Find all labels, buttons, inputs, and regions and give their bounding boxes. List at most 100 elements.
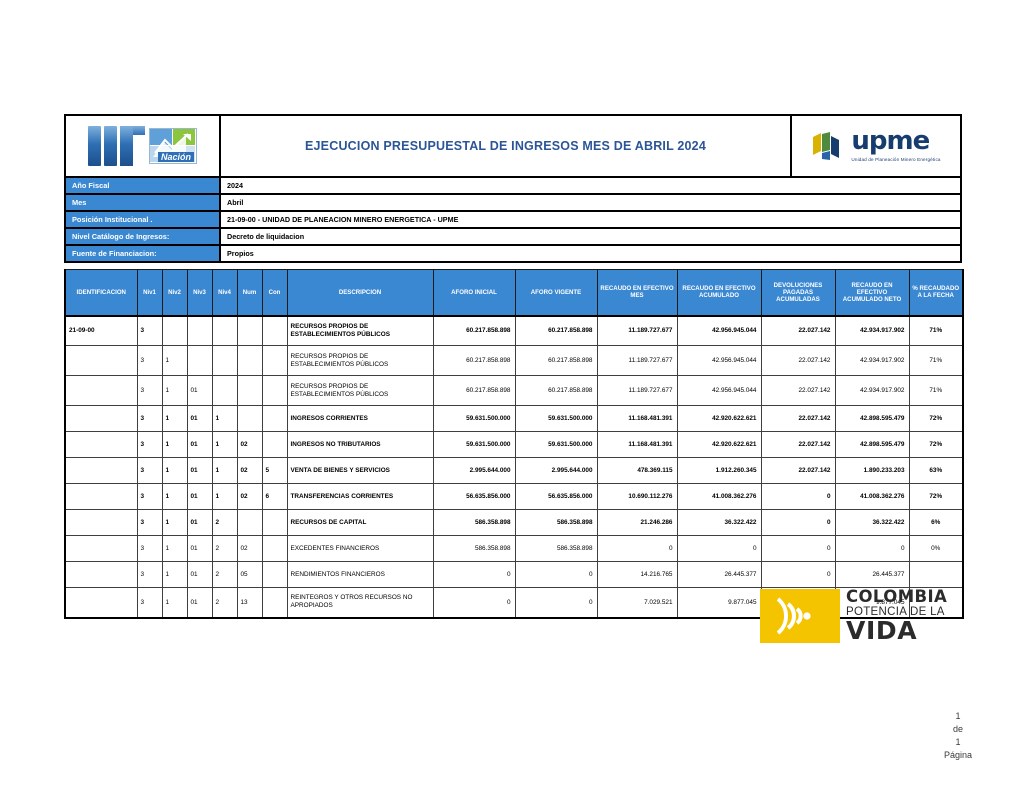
row-cell-niv2: 1 <box>161 561 188 588</box>
row-cell-aforo-vigente: 60.217.858.898 <box>514 345 598 376</box>
row-cell-descripcion: VENTA DE BIENES Y SERVICIOS <box>286 457 434 484</box>
row-cell-aforo-vigente: 0 <box>514 561 598 588</box>
siif-emblem-icon: Nación <box>149 128 197 164</box>
row-cell-niv4: 2 <box>211 587 238 619</box>
row-cell-recaudo-mes: 11.168.481.391 <box>596 431 678 458</box>
row-cell-niv4: 2 <box>211 509 238 536</box>
colombia-potencia-de-la-vida-logo: COLOMBIA POTENCIA DE LA VIDA <box>760 588 960 644</box>
colombia-line-2: POTENCIA DE LA <box>846 605 945 618</box>
row-cell-niv4: 1 <box>211 405 238 432</box>
row-cell-niv1: 3 <box>136 457 163 484</box>
row-cell-descripcion: REINTEGROS Y OTROS RECURSOS NO APROPIADO… <box>286 587 434 619</box>
row-cell-recaudo-mes: 14.216.765 <box>596 561 678 588</box>
row-cell-recaudo-neto: 42.898.595.479 <box>834 431 910 458</box>
row-cell-recaudo-acumulado: 36.322.422 <box>676 509 762 536</box>
colombia-line-3: VIDA <box>846 616 918 645</box>
page-of: de <box>952 724 963 735</box>
row-cell-niv2: 1 <box>161 405 188 432</box>
row-cell-niv4: 1 <box>211 431 238 458</box>
row-cell-niv3: 01 <box>186 535 213 562</box>
table-row: 3 1 01 2 RECURSOS DE CAPITAL 586.358.898 586.3… <box>64 509 964 536</box>
row-cell-num: 05 <box>236 561 263 588</box>
row-cell-con <box>261 314 288 346</box>
row-cell-pct-recaudado: 71% <box>908 345 964 376</box>
table-body: 21-09-00 3 RECURSOS PROPIOS DE ESTABLECIMI… <box>64 314 964 619</box>
row-cell-num <box>236 405 263 432</box>
report-header-band: Nación EJECUCION PRESUPUESTAL DE INGRESO… <box>64 114 962 178</box>
meta-row-ano-fiscal: Año Fiscal 2024 <box>64 178 962 195</box>
row-cell-num: 02 <box>236 431 263 458</box>
row-cell-pct-recaudado <box>908 587 964 619</box>
upme-text: upme Unidad de Planeación Minero Energét… <box>851 128 940 162</box>
row-cell-niv4: 1 <box>211 483 238 510</box>
row-cell-niv3 <box>186 345 213 376</box>
row-cell-niv2: 1 <box>161 457 188 484</box>
siif-logo: Nación <box>88 126 197 166</box>
col-header-niv3: Niv3 <box>186 269 213 316</box>
row-cell-aforo-inicial: 60.217.858.898 <box>432 314 516 346</box>
row-cell-identificacion <box>64 345 138 376</box>
upme-logo: upme Unidad de Planeación Minero Energét… <box>811 128 940 162</box>
row-cell-niv1: 3 <box>136 345 163 376</box>
report-meta-block: Año Fiscal 2024 Mes Abril Posición Insti… <box>64 178 962 263</box>
row-cell-niv2: 1 <box>161 587 188 619</box>
row-cell-devoluciones: 0 <box>760 535 836 562</box>
row-cell-identificacion <box>64 587 138 619</box>
meta-row-fuente-financiacion: Fuente de Financiacion: Propios <box>64 246 962 263</box>
colombia-waves-icon <box>760 589 840 643</box>
meta-value-nivel-catalogo: Decreto de liquidacion <box>221 229 960 244</box>
row-cell-con <box>261 561 288 588</box>
col-header-niv2: Niv2 <box>161 269 188 316</box>
row-cell-recaudo-mes: 10.690.112.276 <box>596 483 678 510</box>
row-cell-devoluciones: 0 <box>760 483 836 510</box>
table-row: 3 1 01 RECURSOS PROPIOS DE ESTABLECIMIENTOS… <box>64 375 964 406</box>
col-header-num: Num <box>236 269 263 316</box>
row-cell-recaudo-neto: 42.934.917.902 <box>834 345 910 376</box>
row-cell-niv3: 01 <box>186 375 213 406</box>
col-header-recaudo-efectivo-mes: RECAUDO EN EFECTIVO MES <box>596 269 678 316</box>
row-cell-con <box>261 345 288 376</box>
row-cell-descripcion: EXCEDENTES FINANCIEROS <box>286 535 434 562</box>
row-cell-recaudo-mes: 21.246.286 <box>596 509 678 536</box>
meta-row-nivel-catalogo: Nivel Catálogo de Ingresos: Decreto de l… <box>64 229 962 246</box>
row-cell-niv1: 3 <box>136 314 163 346</box>
row-cell-recaudo-neto: 9.877.045 <box>834 587 910 619</box>
row-cell-recaudo-acumulado: 42.956.945.044 <box>676 375 762 406</box>
col-header-aforo-inicial: AFORO INICIAL <box>432 269 516 316</box>
row-cell-num <box>236 375 263 406</box>
row-cell-descripcion: TRANSFERENCIAS CORRIENTES <box>286 483 434 510</box>
meta-value-fuente-financiacion: Propios <box>221 246 960 261</box>
row-cell-recaudo-acumulado: 42.956.945.044 <box>676 345 762 376</box>
row-cell-devoluciones: 22.027.142 <box>760 405 836 432</box>
row-cell-aforo-vigente: 60.217.858.898 <box>514 314 598 346</box>
row-cell-aforo-vigente: 0 <box>514 587 598 619</box>
row-cell-recaudo-neto: 26.445.377 <box>834 561 910 588</box>
col-header-niv1: Niv1 <box>136 269 163 316</box>
row-cell-devoluciones: 22.027.142 <box>760 375 836 406</box>
row-cell-aforo-inicial: 60.217.858.898 <box>432 345 516 376</box>
row-cell-niv4 <box>211 314 238 346</box>
row-cell-identificacion <box>64 431 138 458</box>
row-cell-niv1: 3 <box>136 483 163 510</box>
row-cell-recaudo-neto: 1.890.233.203 <box>834 457 910 484</box>
row-cell-identificacion <box>64 561 138 588</box>
row-cell-con <box>261 375 288 406</box>
row-cell-niv4: 2 <box>211 535 238 562</box>
row-cell-identificacion <box>64 375 138 406</box>
row-cell-niv4: 2 <box>211 561 238 588</box>
table-row: 3 1 01 1 02 6 TRANSFERENCIAS CORRIENTES 56.635.… <box>64 483 964 510</box>
table-row: 3 1 01 2 02 EXCEDENTES FINANCIEROS 586.358.898… <box>64 535 964 562</box>
row-cell-recaudo-neto: 0 <box>834 535 910 562</box>
row-cell-niv2 <box>161 314 188 346</box>
table-row: 3 1 01 1 INGRESOS CORRIENTES 59.631.500.000 59… <box>64 405 964 432</box>
report-sheet: Nación EJECUCION PRESUPUESTAL DE INGRESO… <box>64 114 964 619</box>
row-cell-devoluciones: 22.027.142 <box>760 345 836 376</box>
row-cell-identificacion <box>64 535 138 562</box>
row-cell-identificacion <box>64 457 138 484</box>
col-header-recaudo-efectivo-acumulado: RECAUDO EN EFECTIVO ACUMULADO <box>676 269 762 316</box>
col-header-con: Con <box>261 269 288 316</box>
row-cell-identificacion <box>64 483 138 510</box>
row-cell-devoluciones: 22.027.142 <box>760 431 836 458</box>
row-cell-recaudo-mes: 11.189.727.677 <box>596 375 678 406</box>
row-cell-aforo-inicial: 2.995.644.000 <box>432 457 516 484</box>
